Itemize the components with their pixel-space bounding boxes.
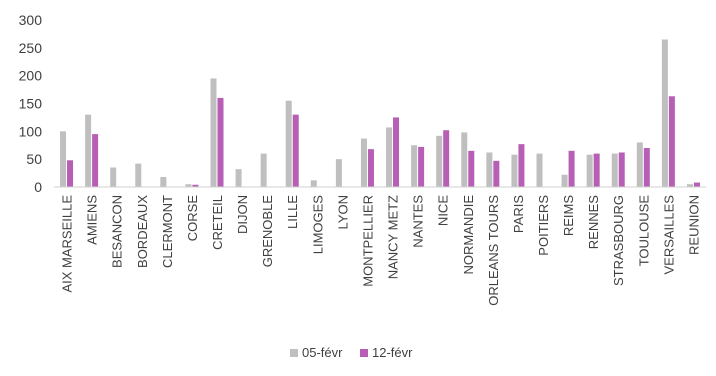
- bar-12-fevr: [643, 148, 650, 187]
- x-category-label: GRENOBLE: [260, 195, 275, 268]
- bar-05-fevr: [661, 39, 668, 187]
- bars: [60, 39, 700, 187]
- bar-12-fevr: [393, 117, 400, 187]
- bar-12-fevr: [418, 146, 425, 187]
- bar-05-fevr: [611, 153, 618, 187]
- bar-05-fevr: [60, 131, 67, 187]
- y-tick-label: 250: [19, 40, 43, 56]
- y-tick-label: 300: [19, 12, 43, 28]
- bar-05-fevr: [335, 159, 342, 187]
- bar-05-fevr: [586, 154, 593, 187]
- bar-05-fevr: [310, 180, 317, 187]
- x-category-label: ORLEANS TOURS: [486, 195, 501, 306]
- legend-label: 05-févr: [302, 345, 343, 360]
- bar-12-fevr: [192, 184, 199, 187]
- bar-05-fevr: [285, 100, 292, 187]
- x-category-label: MONTPELLIER: [360, 195, 375, 287]
- bar-05-fevr: [110, 167, 117, 187]
- bar-12-fevr: [618, 152, 625, 187]
- legend-swatch: [360, 349, 368, 357]
- bar-12-fevr: [468, 150, 475, 187]
- x-category-label: BORDEAUX: [135, 195, 150, 268]
- x-category-label: REUNION: [686, 195, 701, 255]
- bar-05-fevr: [636, 142, 643, 187]
- bar-12-fevr: [292, 114, 299, 187]
- bar-12-fevr: [443, 130, 450, 187]
- bar-12-fevr: [67, 160, 74, 187]
- x-category-label: TOULOUSE: [636, 195, 651, 267]
- x-category-label: POITIERS: [536, 195, 551, 256]
- bar-12-fevr: [493, 160, 500, 187]
- bar-05-fevr: [210, 78, 217, 187]
- bar-05-fevr: [486, 152, 493, 187]
- bar-12-fevr: [217, 97, 224, 187]
- x-category-label: PARIS: [511, 195, 526, 233]
- bar-12-fevr: [693, 182, 700, 187]
- x-category-label: VERSAILLES: [661, 195, 676, 275]
- x-category-label: NANCY METZ: [386, 195, 401, 279]
- x-category-label: DIJON: [235, 195, 250, 234]
- x-axis-labels: AIX MARSEILLE AMIENS BESANCON BORDEAUX CLERM…: [60, 195, 702, 306]
- x-category-label: AMIENS: [85, 195, 100, 245]
- x-category-label: BESANCON: [110, 195, 125, 268]
- bar-12-fevr: [568, 150, 575, 187]
- x-category-label: CORSE: [185, 195, 200, 242]
- y-tick-label: 150: [19, 96, 43, 112]
- bar-12-fevr: [518, 144, 525, 187]
- bar-05-fevr: [386, 127, 393, 187]
- bar-05-fevr: [235, 169, 242, 187]
- legend-label: 12-févr: [372, 345, 413, 360]
- y-tick-label: 100: [19, 123, 43, 139]
- y-tick-label: 50: [26, 151, 42, 167]
- x-category-label: RENNES: [586, 195, 601, 250]
- bar-05-fevr: [135, 163, 142, 187]
- x-category-label: NICE: [436, 195, 451, 226]
- bar-12-fevr: [668, 96, 675, 187]
- legend-swatch: [290, 349, 298, 357]
- bar-05-fevr: [686, 184, 693, 187]
- x-category-label: LYON: [335, 195, 350, 229]
- bar-05-fevr: [185, 184, 192, 187]
- bar-05-fevr: [561, 174, 568, 187]
- x-category-label: CRETEIL: [210, 195, 225, 250]
- bar-12-fevr: [367, 149, 374, 187]
- bar-05-fevr: [436, 135, 443, 187]
- y-axis: 0 50 100 150 200 250 300: [19, 12, 43, 195]
- bar-05-fevr: [511, 154, 518, 187]
- bar-05-fevr: [160, 176, 167, 187]
- y-tick-label: 0: [34, 179, 42, 195]
- x-category-label: NANTES: [411, 195, 426, 248]
- bar-05-fevr: [461, 132, 468, 187]
- x-category-label: LILLE: [285, 195, 300, 229]
- bar-05-fevr: [260, 153, 267, 187]
- bar-05-fevr: [85, 114, 92, 187]
- x-category-label: REIMS: [561, 195, 576, 237]
- x-category-label: AIX MARSEILLE: [60, 195, 75, 293]
- bar-05-fevr: [360, 138, 367, 187]
- x-category-label: STRASBOURG: [611, 195, 626, 286]
- x-category-label: LIMOGES: [310, 195, 325, 255]
- bar-12-fevr: [92, 134, 99, 187]
- bar-12-fevr: [593, 153, 600, 187]
- bar-05-fevr: [411, 145, 418, 187]
- legend: 05-févr 12-févr: [290, 345, 413, 360]
- x-category-label: CLERMONT: [160, 195, 175, 268]
- y-tick-label: 200: [19, 68, 43, 84]
- x-category-label: NORMANDIE: [461, 195, 476, 275]
- bar-05-fevr: [536, 153, 543, 187]
